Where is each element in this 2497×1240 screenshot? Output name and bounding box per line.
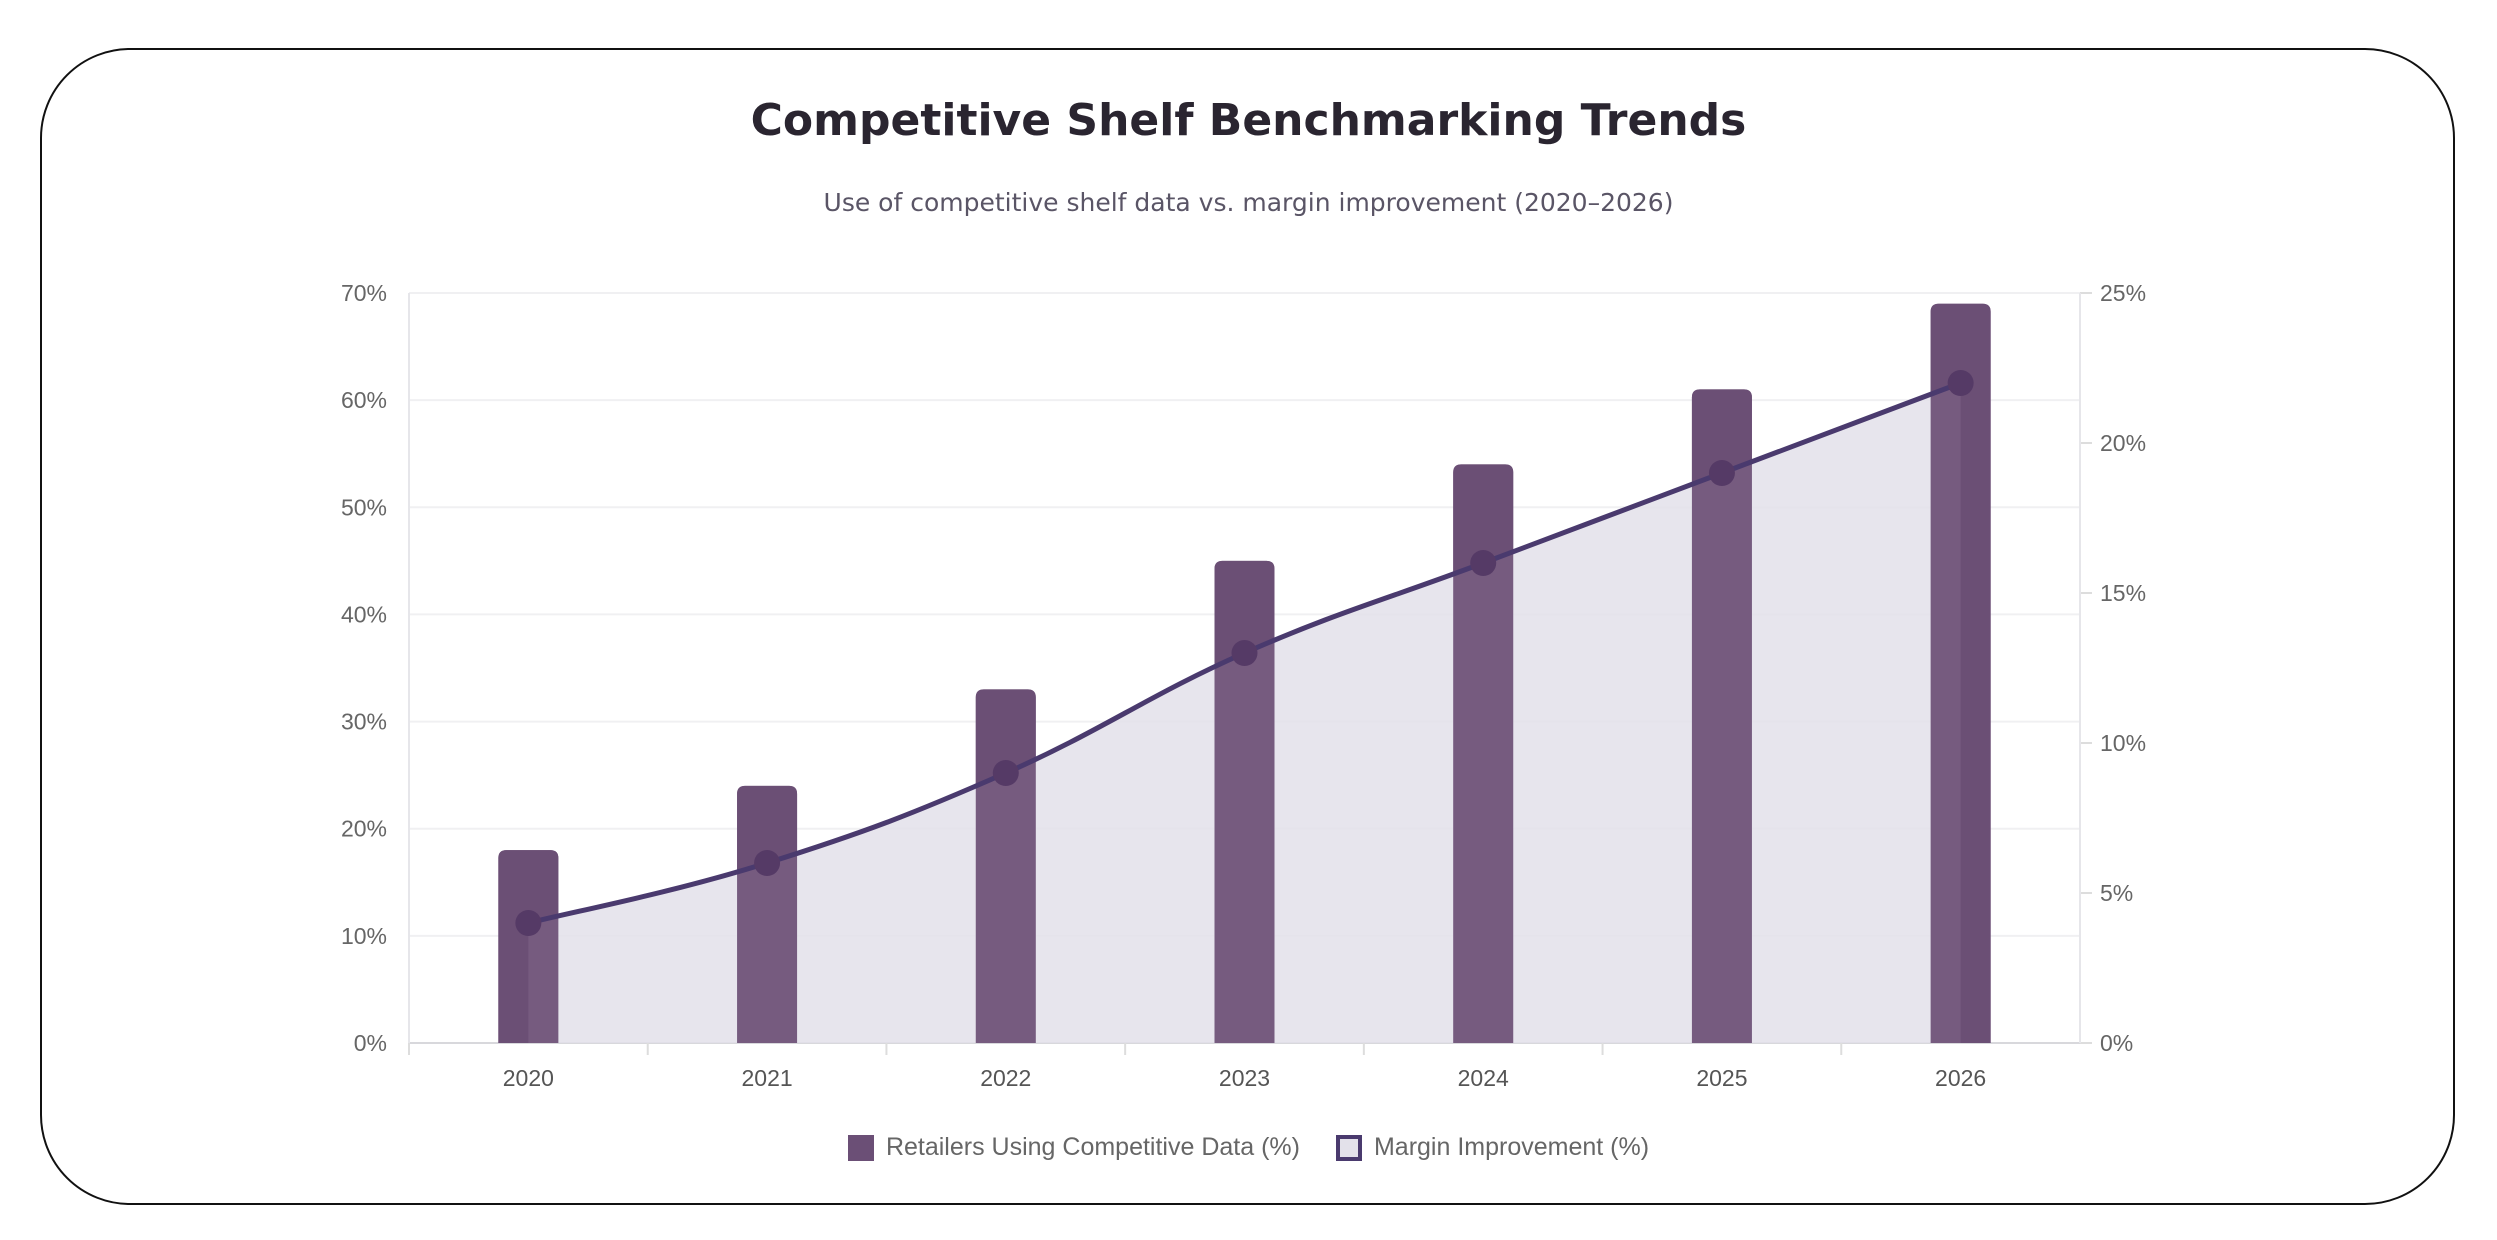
x-tick-label: 2025 bbox=[1696, 1065, 1747, 1091]
legend-label: Margin Improvement (%) bbox=[1373, 1133, 1650, 1161]
line-point bbox=[515, 910, 542, 936]
legend: Retailers Using Competitive Data (%) Mar… bbox=[0, 1133, 2497, 1162]
legend-item-margin[interactable]: Margin Improvement (%) bbox=[1335, 1133, 1650, 1162]
line-point bbox=[1708, 460, 1735, 486]
line-point bbox=[754, 850, 781, 876]
bar-overlay bbox=[975, 689, 1036, 1043]
y-right-tick-label: 5% bbox=[2100, 880, 2133, 906]
y-left-tick-label: 60% bbox=[341, 387, 387, 413]
y-right-tick-label: 15% bbox=[2100, 580, 2146, 606]
bar-overlay bbox=[1214, 560, 1275, 1043]
y-right-tick-label: 0% bbox=[2100, 1030, 2133, 1056]
y-right-tick-label: 10% bbox=[2100, 730, 2146, 756]
y-left-tick-label: 0% bbox=[354, 1030, 387, 1056]
chart-subtitle: Use of competitive shelf data vs. margin… bbox=[823, 188, 1674, 217]
line-point bbox=[992, 760, 1019, 786]
legend-swatch-bar bbox=[847, 1134, 874, 1161]
x-tick-label: 2026 bbox=[1935, 1065, 1986, 1091]
bar-overlay bbox=[1691, 389, 1752, 1043]
bar-overlay bbox=[1930, 303, 1991, 1043]
y-right-tick-label: 25% bbox=[2100, 280, 2146, 306]
x-tick-label: 2020 bbox=[503, 1065, 554, 1091]
y-left-tick-label: 40% bbox=[341, 601, 387, 627]
card-frame bbox=[40, 48, 2455, 1205]
line-point bbox=[1947, 370, 1974, 396]
y-left-tick-label: 70% bbox=[341, 280, 387, 306]
bar-overlay bbox=[498, 850, 559, 1043]
y-left-tick-label: 10% bbox=[341, 923, 387, 949]
y-left-tick-label: 50% bbox=[341, 494, 387, 520]
legend-label: Retailers Using Competitive Data (%) bbox=[885, 1133, 1300, 1161]
y-left-tick-label: 30% bbox=[341, 709, 387, 735]
bar-overlay bbox=[737, 785, 798, 1043]
x-tick-label: 2024 bbox=[1458, 1065, 1509, 1091]
bar-overlay bbox=[1453, 464, 1514, 1043]
line-point bbox=[1231, 640, 1258, 666]
y-right-tick-label: 20% bbox=[2100, 430, 2146, 456]
legend-item-retailers[interactable]: Retailers Using Competitive Data (%) bbox=[847, 1133, 1300, 1162]
x-tick-label: 2021 bbox=[741, 1065, 792, 1091]
line-point bbox=[1470, 550, 1497, 576]
y-left-tick-label: 20% bbox=[341, 816, 387, 842]
x-tick-label: 2023 bbox=[1219, 1065, 1270, 1091]
legend-swatch-line bbox=[1335, 1134, 1362, 1161]
x-tick-label: 2022 bbox=[980, 1065, 1031, 1091]
chart-title: Competitive Shelf Benchmarking Trends bbox=[750, 95, 1747, 146]
